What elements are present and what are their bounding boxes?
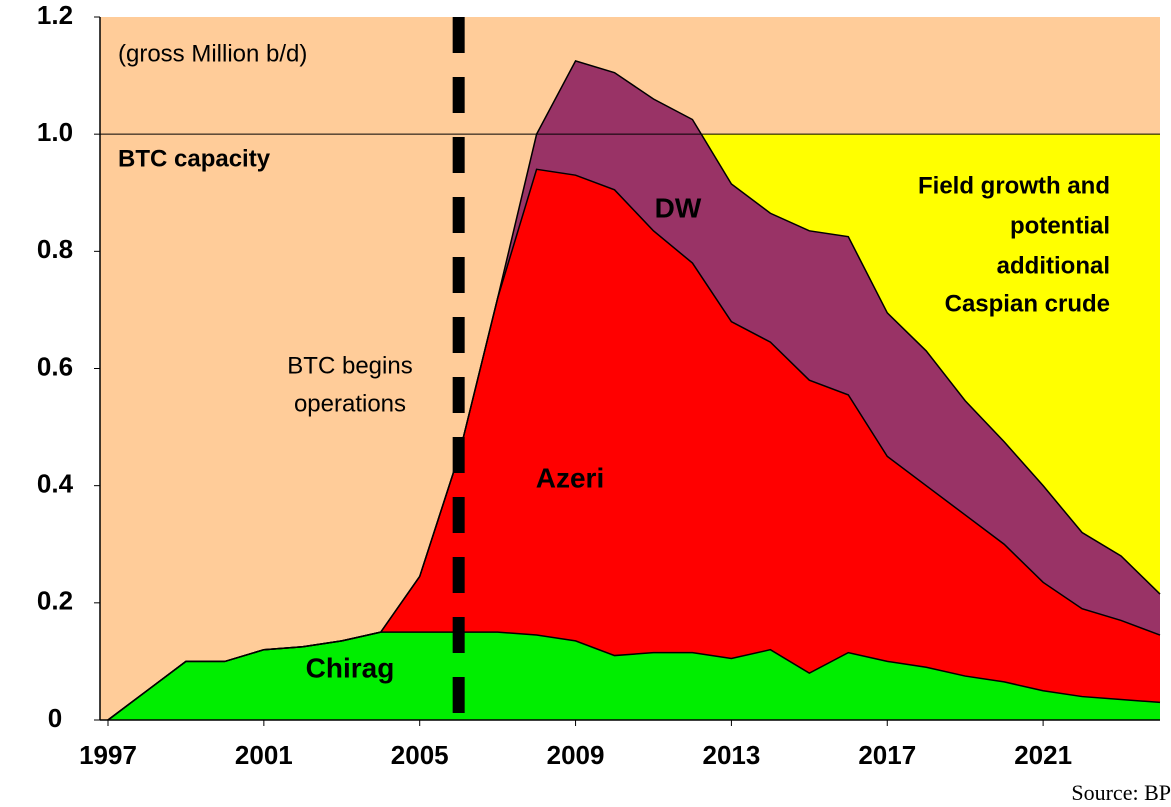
unit-note: (gross Million b/d) xyxy=(118,40,307,67)
x-tick-label: 1997 xyxy=(79,740,137,770)
capacity-label: BTC capacity xyxy=(118,145,271,172)
y-tick-label: 0 xyxy=(48,703,62,733)
growth-note: potential xyxy=(1010,212,1110,239)
x-tick-label: 2021 xyxy=(1014,740,1072,770)
y-tick-label: 1.0 xyxy=(37,117,73,147)
x-tick-label: 2001 xyxy=(235,740,293,770)
series-label: Azeri xyxy=(536,462,604,493)
btc-note: operations xyxy=(294,390,406,417)
area xyxy=(108,60,1160,720)
growth-note: Field growth and xyxy=(918,172,1110,199)
area xyxy=(108,632,1160,720)
area-top xyxy=(107,60,1161,721)
btc-note: BTC begins xyxy=(287,352,412,379)
x-tick-label: 2009 xyxy=(547,740,605,770)
y-tick-label: 0.2 xyxy=(37,586,73,616)
y-tick-label: 1.2 xyxy=(37,0,73,30)
growth-note: additional xyxy=(997,252,1110,279)
source: Source: BP xyxy=(1071,780,1171,805)
area xyxy=(108,169,1160,721)
y-tick-label: 0.8 xyxy=(37,234,73,264)
y-tick-label: 0.6 xyxy=(37,351,73,381)
x-tick-label: 2005 xyxy=(391,740,449,770)
x-tick-label: 2013 xyxy=(702,740,760,770)
x-tick-label: 2017 xyxy=(858,740,916,770)
y-tick-label: 0.4 xyxy=(37,469,74,499)
series-label: DW xyxy=(655,192,702,223)
series-label: Chirag xyxy=(306,652,395,683)
growth-note: Caspian crude xyxy=(945,290,1110,317)
